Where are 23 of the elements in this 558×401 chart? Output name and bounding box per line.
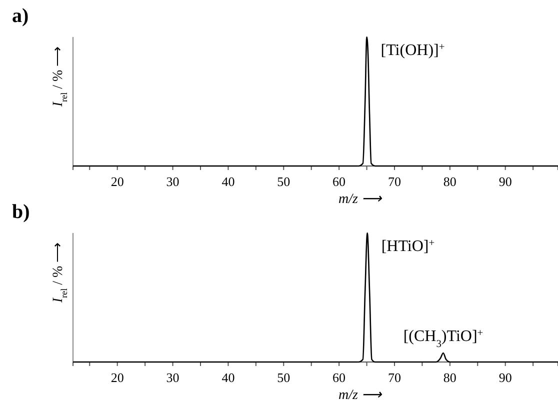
x-tick-label: 70	[388, 370, 401, 385]
chart-title: b)	[12, 201, 30, 223]
x-tick-label: 40	[222, 174, 235, 189]
x-tick-label: 80	[443, 370, 456, 385]
x-tick-label: 90	[498, 174, 512, 189]
x-tick-label: 50	[277, 174, 290, 189]
x-tick-label: 90	[498, 370, 512, 385]
x-tick-label: 30	[166, 370, 180, 385]
x-tick-label: 40	[222, 370, 235, 385]
x-tick-label: 60	[332, 370, 346, 385]
x-tick-label: 20	[110, 370, 124, 385]
x-tick-label: 50	[277, 370, 290, 385]
x-axis-title: m/z ⟶	[338, 192, 382, 207]
x-tick-label: 70	[388, 174, 401, 189]
annotation: [HTiO]$^{+}$	[381, 238, 435, 255]
chart-title: a)	[12, 5, 29, 27]
annotation: [(CH$_{3}$)TiO]$^{+}$	[403, 327, 484, 350]
x-tick-label: 30	[166, 174, 180, 189]
annotation: [Ti(OH)]$^{+}$	[380, 42, 445, 59]
x-tick-label: 80	[443, 174, 456, 189]
x-axis-title: m/z ⟶	[338, 388, 382, 401]
x-tick-label: 20	[110, 174, 124, 189]
x-tick-label: 60	[332, 174, 346, 189]
